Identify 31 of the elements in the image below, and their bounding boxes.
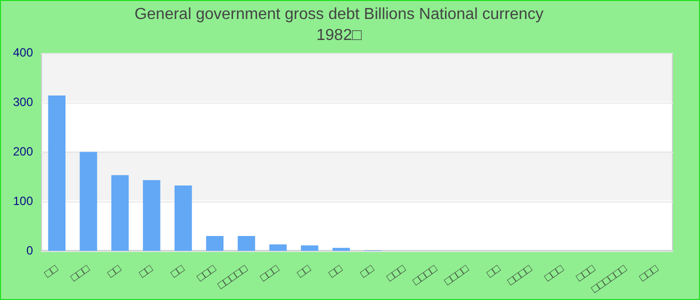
bar xyxy=(174,186,192,251)
x-tick-label: □□□ xyxy=(384,262,408,284)
x-tick-label: □□ xyxy=(358,262,377,280)
y-tick-label: 100 xyxy=(12,194,34,208)
bar xyxy=(206,236,224,251)
chart-title: General government gross debt Billions National currency xyxy=(134,6,544,24)
bar xyxy=(332,248,350,251)
bar xyxy=(269,244,287,251)
y-tick-label: 300 xyxy=(12,95,34,110)
x-tick-label: □□□ xyxy=(68,262,92,284)
x-tick-label: □□ xyxy=(484,262,503,280)
y-tick-label: 400 xyxy=(12,46,34,60)
bar xyxy=(300,245,318,251)
x-tick-label: □□ xyxy=(42,262,61,280)
bar xyxy=(142,180,160,251)
x-tick-label: □□□ xyxy=(542,262,566,284)
bar xyxy=(111,175,129,251)
x-tick-label: □□ xyxy=(168,262,187,280)
bar xyxy=(238,236,256,251)
x-tick-label: □□ xyxy=(295,262,314,280)
x-tick-label: □□ xyxy=(137,262,156,280)
bar xyxy=(48,95,66,251)
y-tick-label: 200 xyxy=(12,144,34,159)
x-tick-label: □□□ xyxy=(258,262,282,284)
x-tick-label: □□ xyxy=(326,262,345,280)
x-tick-label: □□ xyxy=(106,262,124,280)
chart-subtitle: 1982□ xyxy=(316,27,362,44)
bar xyxy=(80,152,98,251)
x-tick-label: □□□ xyxy=(637,262,661,284)
y-tick-label: 0 xyxy=(26,244,34,258)
x-tick-label: □□□ xyxy=(195,262,219,284)
